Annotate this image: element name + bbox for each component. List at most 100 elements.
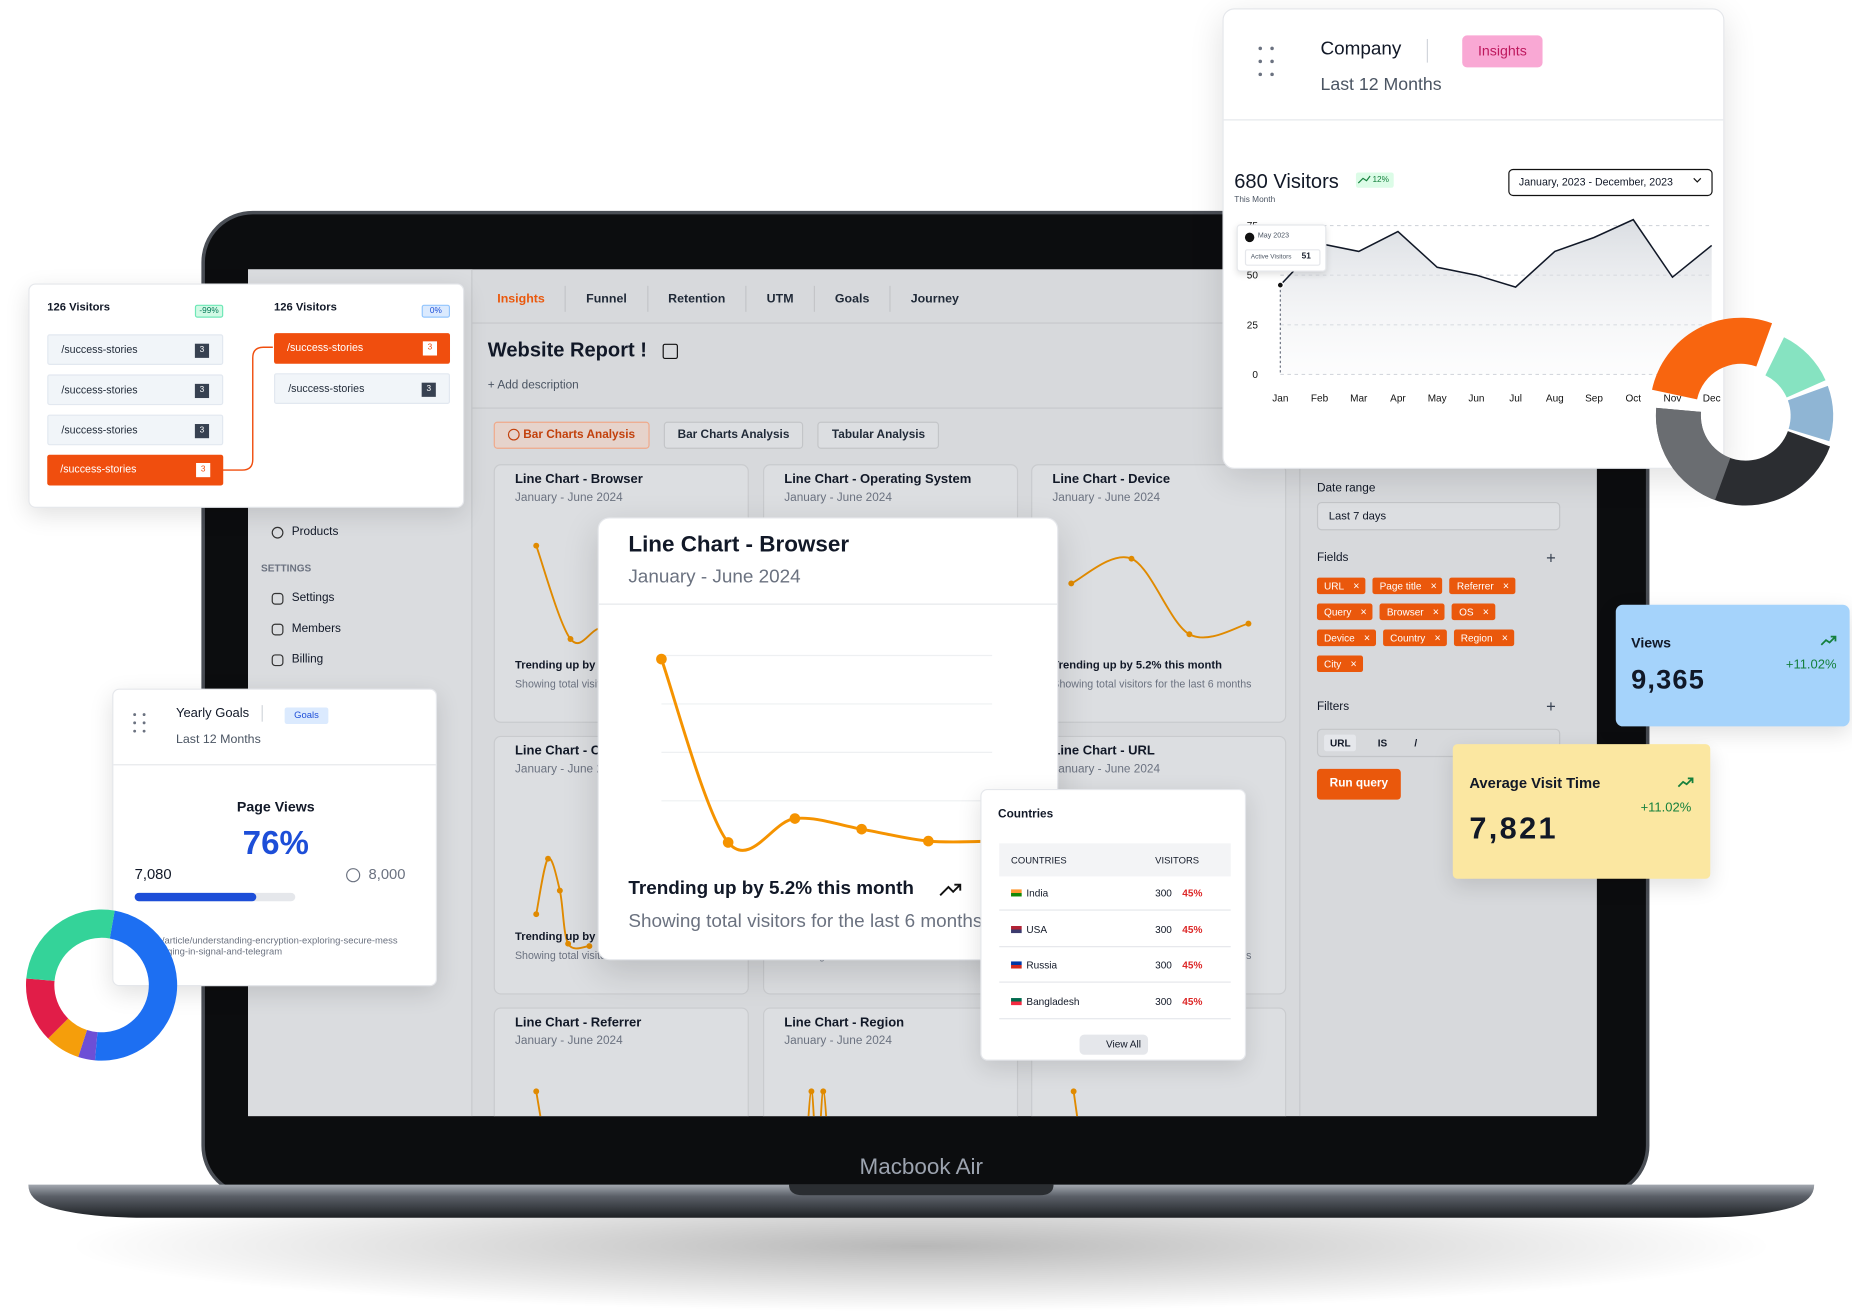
- page-path: /success-stories: [287, 341, 364, 354]
- nav-icon: [271, 623, 284, 636]
- divider: [598, 603, 1058, 605]
- field-chip[interactable]: City ×: [1316, 655, 1363, 673]
- analysis-button[interactable]: Tabular Analysis: [817, 421, 940, 449]
- tabs: Insights Funnel Retention UTM Goals Journey: [477, 274, 979, 324]
- mini-dot: [808, 1088, 815, 1095]
- field-chip[interactable]: Browser ×: [1379, 603, 1445, 621]
- divider: [1223, 119, 1724, 121]
- laptop-base: [28, 1184, 1815, 1218]
- nav-item[interactable]: Products: [291, 525, 339, 539]
- nav-item[interactable]: Settings: [291, 591, 335, 605]
- tab[interactable]: Insights: [477, 285, 567, 312]
- tooltip-date: May 2023: [1257, 232, 1290, 240]
- laptop-label: Macbook Air: [859, 1155, 984, 1180]
- page-count: 3: [196, 462, 211, 478]
- remove-icon: ×: [1360, 605, 1367, 618]
- mini-dot: [533, 911, 540, 918]
- mini-dot: [1128, 555, 1135, 562]
- tab[interactable]: UTM: [747, 285, 815, 312]
- tab[interactable]: Goals: [815, 285, 891, 312]
- visitors-label: 126 Visitors: [47, 301, 111, 315]
- field-chip[interactable]: Country ×: [1383, 629, 1447, 647]
- visitors: 680 Visitors: [1234, 170, 1339, 193]
- card-subtitle: January - June 2024: [1052, 491, 1161, 505]
- card-title: Line Chart - Region: [784, 1015, 905, 1030]
- flag: [1011, 998, 1022, 1006]
- filter-token[interactable]: URL: [1324, 734, 1357, 752]
- date-select[interactable]: January, 2023 - December, 2023: [1508, 168, 1713, 197]
- funnel-card: 126 Visitors -99% /success-stories 3/succes…: [28, 283, 465, 508]
- tab[interactable]: Journey: [910, 291, 959, 306]
- mini-chart: [1068, 555, 1252, 639]
- tooltip: May 2023 Active Visitors 51: [1236, 224, 1327, 272]
- separator: [1426, 38, 1428, 63]
- field-chip[interactable]: Page title ×: [1372, 577, 1443, 595]
- tooltip-label: Active Visitors: [1250, 253, 1292, 262]
- field-chip[interactable]: URL ×: [1316, 577, 1366, 595]
- run-query[interactable]: Run query: [1316, 768, 1401, 800]
- select[interactable]: Last 7 days: [1316, 501, 1561, 531]
- country-name: India: [1026, 887, 1049, 899]
- label: Date range: [1316, 481, 1376, 495]
- card-title: Line Chart - Browser: [514, 472, 643, 487]
- goals-period: Last 12 Months: [175, 732, 261, 747]
- report-title: Website Report !: [487, 338, 647, 362]
- page-path: /success-stories: [61, 383, 138, 396]
- mini-dot: [1245, 620, 1252, 627]
- field-chip[interactable]: Device ×: [1316, 629, 1376, 647]
- analysis-buttons: Bar Charts Analysis Bar Charts Analysis Ta…: [493, 421, 940, 449]
- countries-card: Countries COUNTRIES VISITORS India 300 45% USA…: [980, 788, 1247, 1061]
- link-icon: [138, 940, 153, 951]
- nav-icon: [271, 526, 284, 539]
- remove-icon: ×: [1363, 631, 1371, 644]
- field-chip[interactable]: OS ×: [1452, 603, 1495, 621]
- chart-card: Line Chart - Region January - June 2024: [763, 1007, 1019, 1117]
- nav-item[interactable]: Members: [291, 622, 341, 636]
- field-chip[interactable]: Region ×: [1453, 629, 1514, 647]
- link[interactable]: /article/understanding-encryption-explor…: [161, 935, 398, 957]
- mini-chart: [533, 1088, 542, 1117]
- stat-value: 7,821: [1469, 810, 1558, 846]
- query-panel: [1299, 323, 1597, 1117]
- remove-icon: ×: [1501, 631, 1508, 644]
- nav-item[interactable]: Billing: [291, 653, 324, 667]
- stat-change: +11.02%: [1785, 657, 1837, 673]
- row-divider: [999, 981, 1231, 984]
- remove-icon: ×: [1502, 579, 1510, 592]
- filter-token[interactable]: IS: [1377, 737, 1388, 749]
- card-description: Showing total visitors for the last 6 mo…: [1052, 677, 1252, 690]
- page-count: 3: [194, 424, 210, 439]
- company-period: Last 12 Months: [1320, 74, 1442, 95]
- field-chip[interactable]: Referrer ×: [1449, 577, 1515, 595]
- country-visitors: 300: [1155, 995, 1172, 1008]
- stat-change: +11.02%: [1640, 800, 1692, 815]
- mini-line: [535, 1091, 542, 1117]
- mini-dot: [533, 542, 540, 549]
- country-share: 45%: [1182, 995, 1203, 1008]
- field-chip[interactable]: Query ×: [1316, 603, 1373, 621]
- mini-dot: [533, 1088, 540, 1095]
- goals-card: Yearly Goals Goals Last 12 Months Page View…: [112, 688, 438, 987]
- page-count: 3: [194, 343, 210, 358]
- divider: [472, 407, 1300, 409]
- tab[interactable]: Funnel: [566, 285, 649, 312]
- card-title: Line Chart - Device: [1052, 472, 1171, 487]
- avg-card: Average Visit Time 7,821 +11.02%: [1452, 744, 1711, 879]
- page-row: /success-stories 3: [47, 374, 224, 406]
- country-name: USA: [1026, 923, 1048, 936]
- page-row: /success-stories 3: [47, 414, 224, 446]
- card-title: Line Chart - URL: [1052, 744, 1155, 759]
- tab-bar: [472, 269, 1597, 324]
- add-description[interactable]: + Add description: [487, 379, 579, 393]
- edit-icon: [662, 343, 678, 360]
- target-icon: [346, 868, 361, 883]
- analysis-button[interactable]: Bar Charts Analysis: [663, 421, 804, 449]
- nav-icon: [271, 592, 284, 605]
- view-all[interactable]: View All: [1079, 1034, 1149, 1055]
- tab[interactable]: Retention: [648, 285, 747, 312]
- page-path: /success-stories: [61, 343, 138, 356]
- filter-token[interactable]: /: [1414, 737, 1418, 749]
- table-header: [999, 843, 1231, 877]
- percent: 76%: [242, 824, 309, 862]
